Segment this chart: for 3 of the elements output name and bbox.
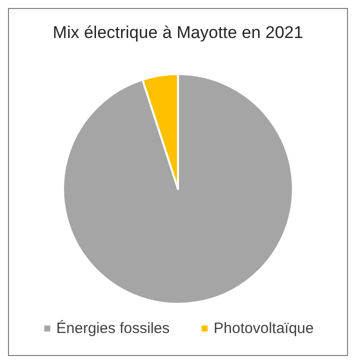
chart-title: Mix électrique à Mayotte en 2021 <box>52 23 304 42</box>
legend-label: Énergies fossiles <box>56 319 170 337</box>
legend-label: Photovoltaïque <box>214 320 314 337</box>
